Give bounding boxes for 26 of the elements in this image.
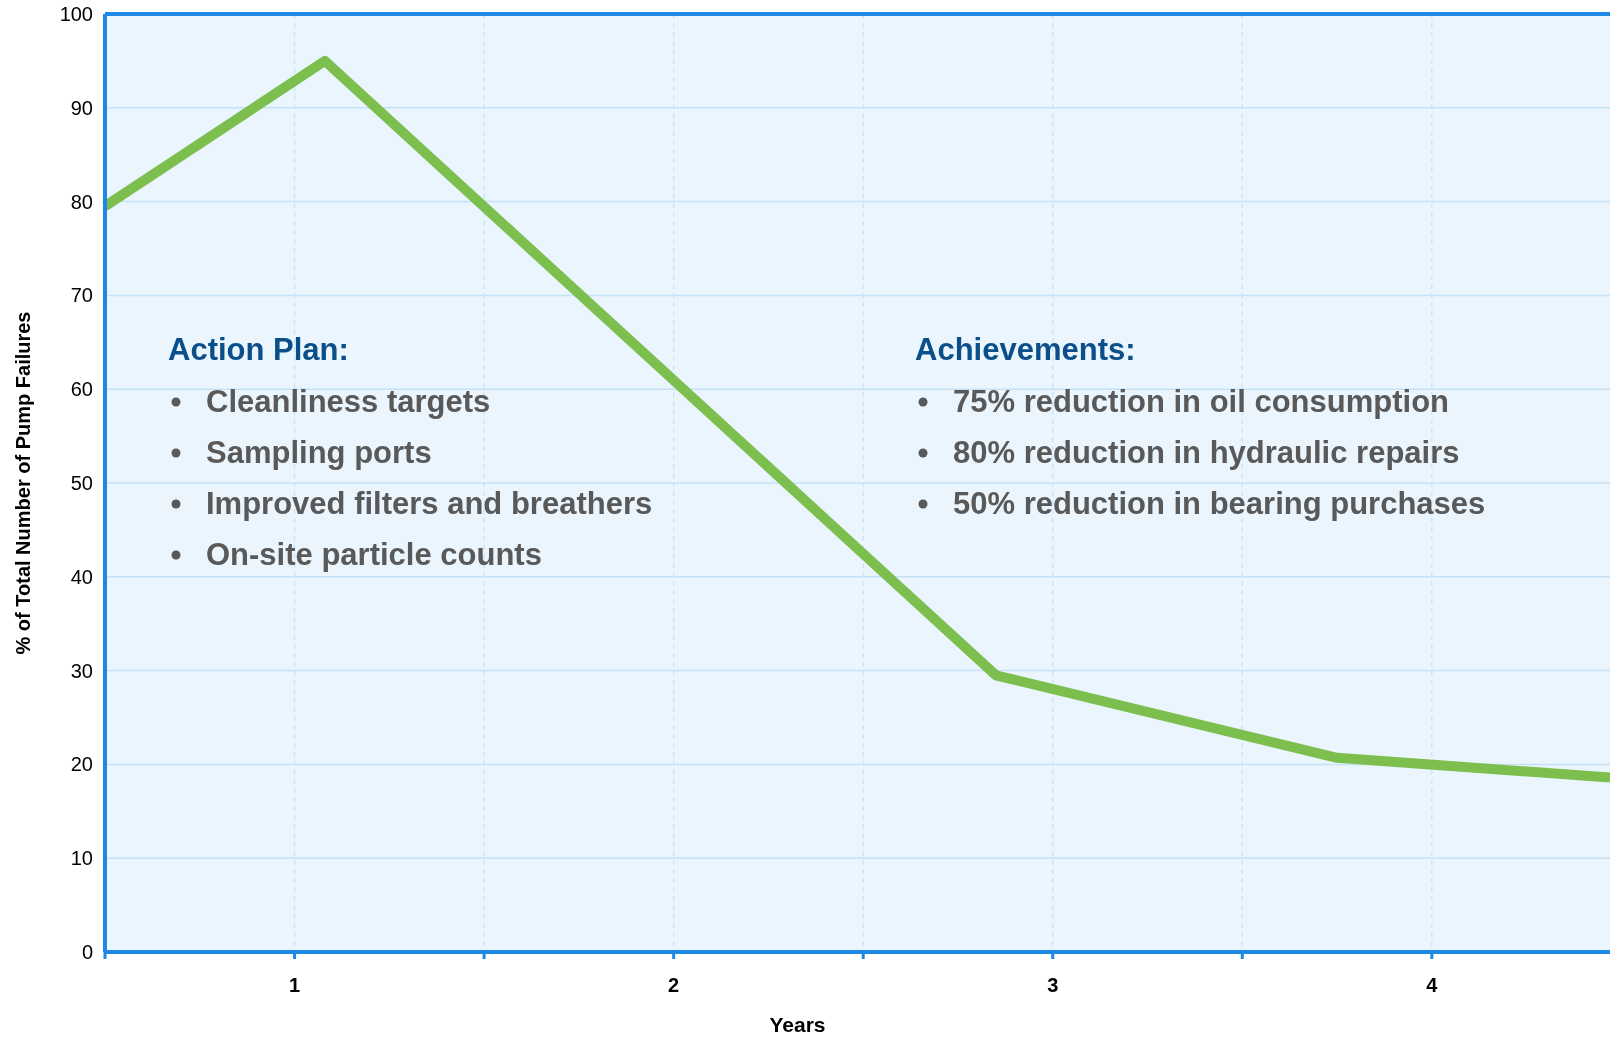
y-tick-label: 80	[70, 190, 93, 213]
x-axis-title: Years	[769, 1013, 826, 1036]
annotation: 75% reduction in oil consumption	[953, 384, 1450, 419]
annotation: On-site particle counts	[206, 537, 542, 572]
x-tick-label: 4	[1426, 974, 1439, 996]
y-tick-label: 60	[70, 378, 93, 401]
annotation: Sampling ports	[206, 435, 432, 470]
annotation: Improved filters and breathers	[206, 486, 653, 521]
y-tick-label: 90	[70, 96, 93, 119]
annotation: 80% reduction in hydraulic repairs	[953, 435, 1460, 470]
annotation: Cleanliness targets	[206, 384, 491, 419]
y-tick-label: 30	[70, 659, 93, 682]
y-tick-label: 100	[59, 3, 93, 25]
y-tick-label: 10	[70, 847, 93, 870]
y-tick-label: 20	[70, 753, 93, 776]
y-tick-label: 50	[70, 472, 93, 494]
x-tick-label: 1	[288, 974, 301, 996]
y-axis-title: % of Total Number of Pump Failures	[12, 311, 34, 655]
y-tick-label: 40	[70, 565, 93, 588]
x-tick-label: 3	[1047, 974, 1059, 996]
annotation: Achievements:	[915, 332, 1136, 367]
annotation: 50% reduction in bearing purchases	[953, 486, 1486, 521]
x-tick-label: 2	[668, 974, 680, 996]
annotation: Action Plan:	[168, 332, 349, 367]
y-tick-label: 0	[81, 941, 93, 963]
y-tick-label: 70	[70, 284, 93, 307]
